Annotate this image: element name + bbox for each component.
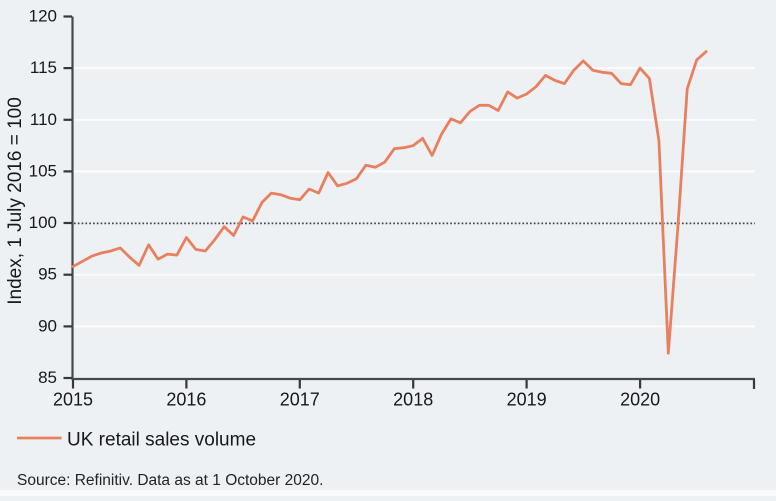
svg-text:UK retail sales volume: UK retail sales volume bbox=[67, 430, 256, 451]
svg-text:2018: 2018 bbox=[393, 390, 433, 410]
svg-text:110: 110 bbox=[30, 110, 57, 129]
svg-text:2017: 2017 bbox=[280, 390, 320, 410]
svg-text:115: 115 bbox=[30, 58, 57, 77]
svg-text:105: 105 bbox=[29, 161, 57, 180]
svg-text:2015: 2015 bbox=[53, 390, 93, 410]
svg-text:100: 100 bbox=[29, 213, 57, 232]
svg-text:90: 90 bbox=[38, 316, 57, 335]
svg-text:Index, 1 July 2016 = 100: Index, 1 July 2016 = 100 bbox=[5, 97, 26, 305]
svg-text:85: 85 bbox=[38, 368, 57, 387]
svg-text:Source: Refinitiv. Data as at: Source: Refinitiv. Data as at 1 October … bbox=[17, 472, 323, 489]
svg-text:2016: 2016 bbox=[166, 390, 206, 410]
svg-text:2019: 2019 bbox=[507, 390, 547, 410]
svg-text:120: 120 bbox=[29, 7, 57, 26]
svg-text:95: 95 bbox=[38, 265, 57, 284]
svg-text:2020: 2020 bbox=[620, 390, 660, 410]
